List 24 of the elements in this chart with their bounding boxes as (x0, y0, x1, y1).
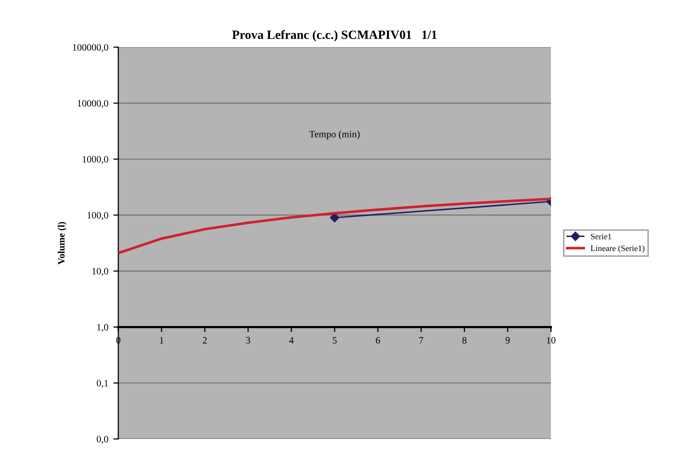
x-tick-label: 7 (419, 337, 424, 344)
x-tick-label: 2 (202, 337, 207, 344)
y-tick-label: 0,0 (96, 436, 108, 444)
y-tick-label: 10,0 (92, 268, 108, 276)
x-tick-label: 4 (289, 337, 294, 344)
legend-label: Serie1 (590, 234, 612, 240)
chart-title: Prova Lefranc (c.c.) SCMAPIV01 1/1 (232, 30, 437, 42)
x-axis-title: Tempo (min) (309, 130, 360, 140)
y-tick-label: 100000,0 (72, 44, 108, 52)
x-tick-label: 1 (160, 337, 164, 344)
line-series (118, 198, 551, 254)
legend-label: Lineare (Serie1) (590, 245, 644, 253)
y-tick-label: 0,1 (96, 380, 108, 388)
x-tick-label: 5 (332, 337, 337, 344)
y-tick-label: 100,0 (88, 212, 108, 220)
y-tick-label: 10000,0 (78, 100, 108, 108)
y-tick-label: 1000,0 (82, 156, 108, 164)
y-tick-label: 1,0 (97, 324, 108, 332)
x-tick-label: 10 (546, 337, 556, 344)
x-tick-label: 9 (506, 337, 510, 344)
y-axis-title: Volume (l) (58, 222, 67, 265)
x-tick-label: 3 (246, 337, 250, 344)
x-tick-label: 6 (376, 337, 380, 344)
x-tick-label: 8 (462, 337, 466, 344)
